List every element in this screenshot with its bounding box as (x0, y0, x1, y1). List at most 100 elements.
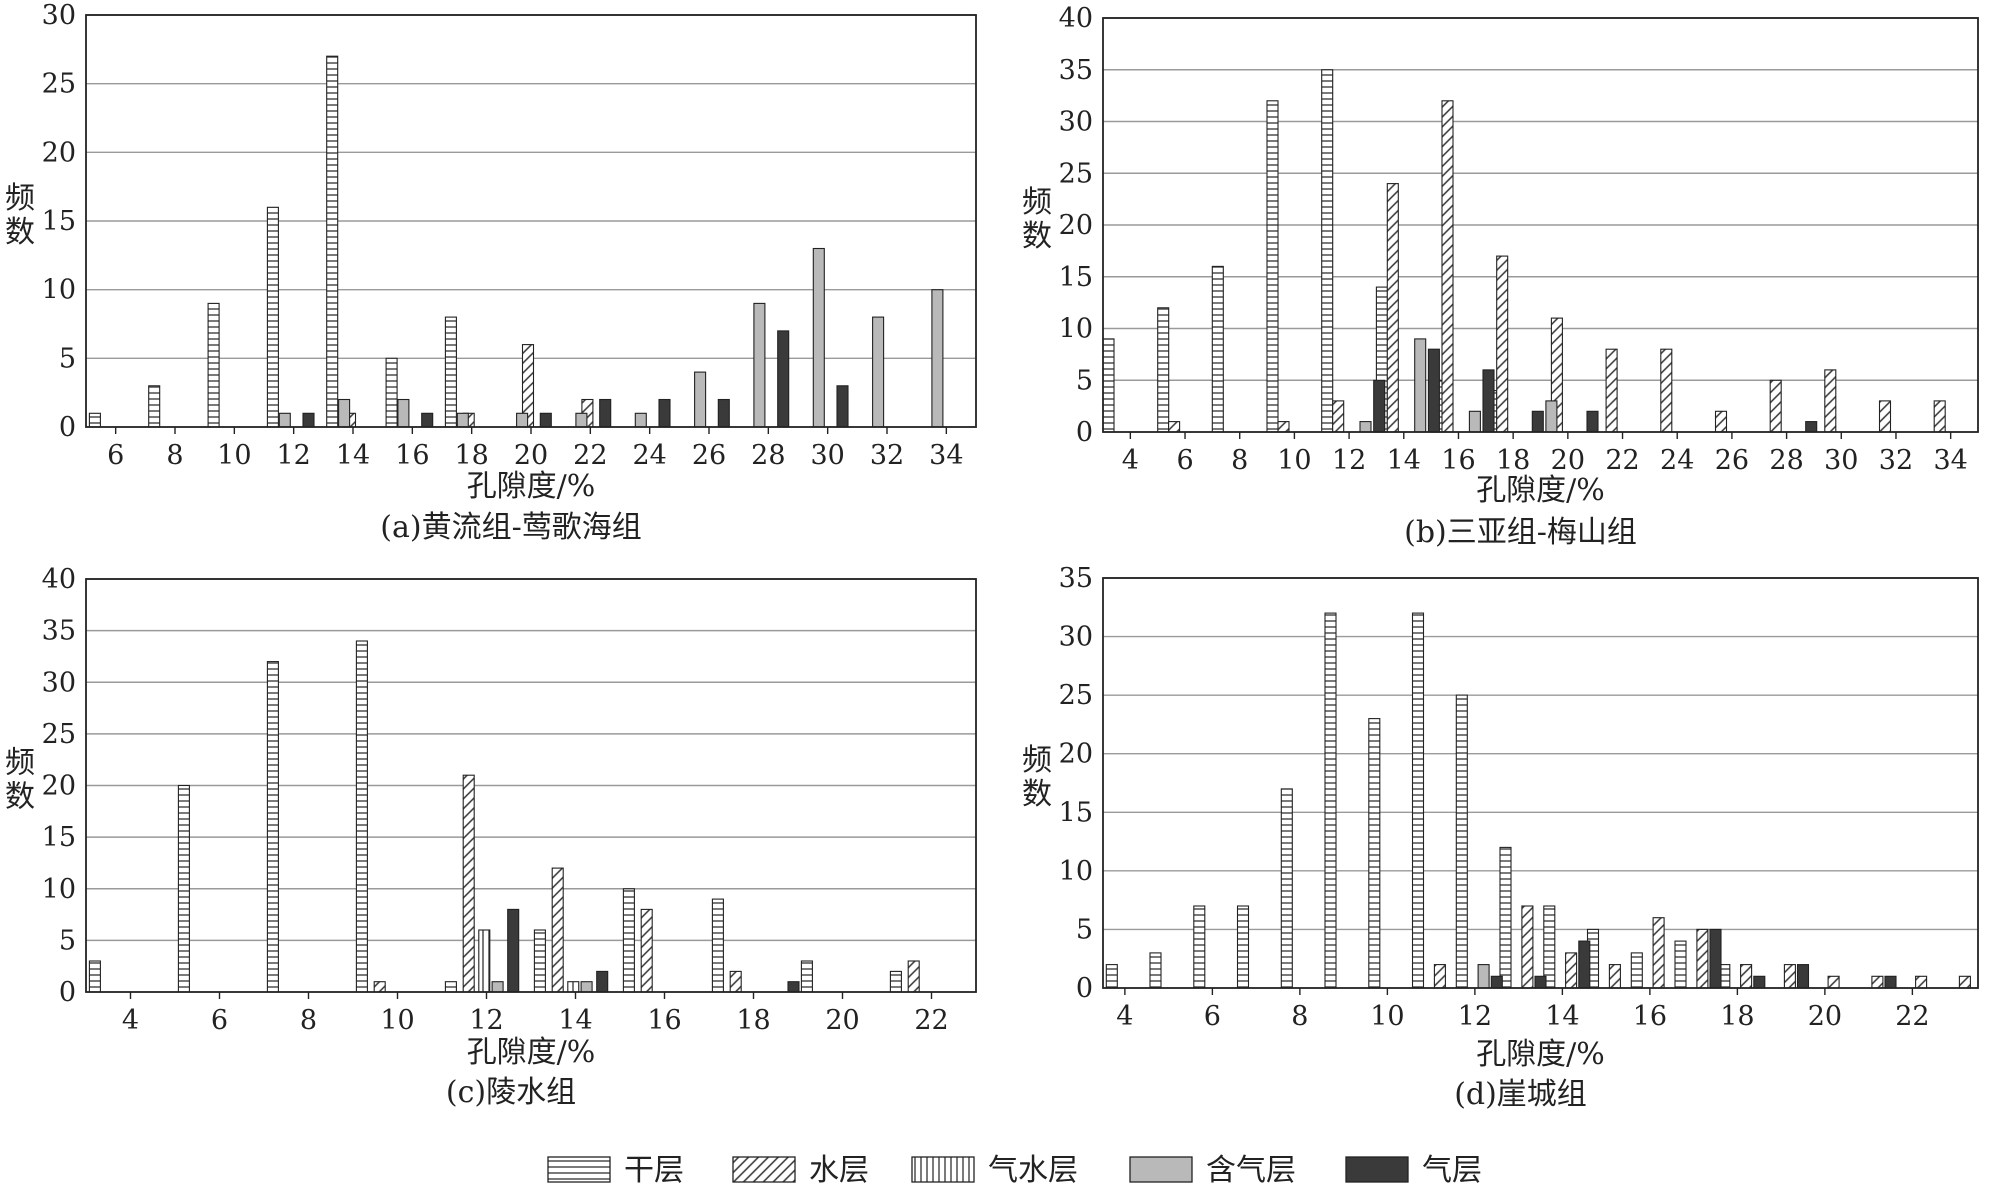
y-tick-label: 30 (1059, 107, 1093, 138)
x-tick-label: 12 (1458, 1001, 1492, 1032)
bar (1368, 718, 1381, 989)
x-axis-title: 孔隙度/% (467, 1035, 596, 1070)
y-tick-label: 10 (42, 275, 76, 306)
series-气层 (302, 330, 849, 428)
bar (444, 981, 457, 993)
y-tick-label: 30 (42, 0, 76, 31)
x-axis-title: 孔隙度/% (1476, 473, 1605, 508)
bar (596, 970, 609, 993)
y-tick-label: 0 (59, 412, 76, 443)
bar (1534, 975, 1547, 989)
series-含气层 (278, 247, 944, 428)
x-tick-label: 8 (166, 440, 183, 471)
bar (1796, 964, 1810, 989)
x-tick-label: 26 (692, 440, 726, 471)
bar (1674, 940, 1687, 989)
x-tick-label: 6 (1176, 445, 1193, 476)
bar (266, 661, 279, 993)
bar (1660, 348, 1673, 433)
bar (456, 412, 469, 428)
x-tick-label: 6 (1204, 1001, 1221, 1032)
panel-caption: (d)崖城组 (1454, 1077, 1587, 1112)
y-tick-label: 30 (42, 667, 76, 698)
bar (889, 970, 902, 993)
bar (326, 55, 339, 428)
bar (1236, 905, 1250, 989)
y-tick-label: 30 (1059, 622, 1093, 653)
bar (1652, 917, 1665, 989)
bar (533, 929, 546, 993)
bar (355, 640, 368, 993)
y-tick-label: 0 (59, 977, 76, 1008)
bar (1266, 100, 1279, 433)
bar (1411, 612, 1425, 989)
bar (88, 960, 101, 993)
bar (753, 302, 766, 428)
bar (787, 981, 800, 993)
bar (1714, 410, 1728, 433)
y-tick-label: 10 (1059, 856, 1093, 887)
y-tick-label: 25 (1059, 158, 1093, 189)
x-tick-label: 10 (217, 440, 251, 471)
bar (1433, 964, 1446, 989)
bar (1324, 612, 1337, 989)
x-tick-label: 34 (929, 440, 963, 471)
bar (266, 206, 279, 428)
y-tick-label: 35 (1059, 563, 1093, 594)
x-tick-label: 22 (914, 1005, 948, 1036)
bar (1277, 421, 1290, 433)
x-tick-label: 22 (573, 440, 607, 471)
y-tick-label: 15 (1059, 262, 1093, 293)
x-tick-label: 10 (1277, 445, 1311, 476)
x-tick-label: 6 (107, 440, 124, 471)
x-tick-label: 14 (336, 440, 370, 471)
x-tick-label: 18 (1496, 445, 1530, 476)
bar (1824, 369, 1837, 433)
bar (1332, 400, 1345, 433)
x-tick-label: 18 (736, 1005, 770, 1036)
y-axis-title: 频数 (1022, 743, 1052, 812)
chart-panel-1: 0 5 10 15 20 25 30 35 40 4 6 8 10 12 14 16 18 20 22 24 26 28 3… (1022, 3, 1979, 550)
legend-swatch (911, 1156, 975, 1183)
bar (1805, 421, 1818, 433)
x-tick-label: 30 (810, 440, 844, 471)
x-tick-label: 8 (1231, 445, 1248, 476)
bar (1427, 348, 1440, 433)
legend-label: 气层 (1422, 1153, 1482, 1188)
bar (1871, 975, 1884, 989)
chart-panel-2: 0 5 10 15 20 25 30 35 40 4 6 8 10 12 14 16 18 20 22 频数孔隙度/%… (5, 564, 977, 1110)
legend-swatch (1345, 1156, 1409, 1183)
bar (1783, 964, 1796, 989)
series-含气层 (1359, 338, 1558, 433)
x-tick-label: 16 (1441, 445, 1475, 476)
bar (800, 960, 813, 993)
bar (491, 981, 504, 993)
bar (397, 398, 410, 428)
bar (1543, 905, 1556, 989)
x-tick-label: 30 (1824, 445, 1858, 476)
bar (1168, 421, 1181, 433)
bar (1740, 964, 1753, 989)
x-tick-label: 32 (870, 440, 904, 471)
x-tick-label: 4 (122, 1005, 139, 1036)
bar (711, 898, 724, 993)
bar (1490, 975, 1503, 989)
y-axis-title: 频数 (5, 746, 35, 815)
bar (373, 981, 386, 993)
bar (1211, 265, 1224, 433)
chart-panel-0: 0 5 10 15 20 25 30 6 8 10 12 14 16 18 20 22 24 26 28 30 32 34… (5, 0, 977, 545)
bar (1193, 905, 1206, 989)
legend-item: 气水层 (911, 1153, 1078, 1188)
y-tick-label: 5 (1076, 365, 1093, 396)
bar (421, 412, 434, 428)
bar (1915, 975, 1928, 989)
x-tick-label: 12 (276, 440, 310, 471)
x-tick-label: 8 (300, 1005, 317, 1036)
bar (478, 929, 491, 993)
y-tick-label: 0 (1076, 417, 1093, 448)
bar (1496, 255, 1509, 433)
bar (1468, 410, 1481, 433)
x-tick-label: 14 (1545, 1001, 1579, 1032)
bar (777, 330, 790, 428)
y-tick-label: 15 (42, 822, 76, 853)
